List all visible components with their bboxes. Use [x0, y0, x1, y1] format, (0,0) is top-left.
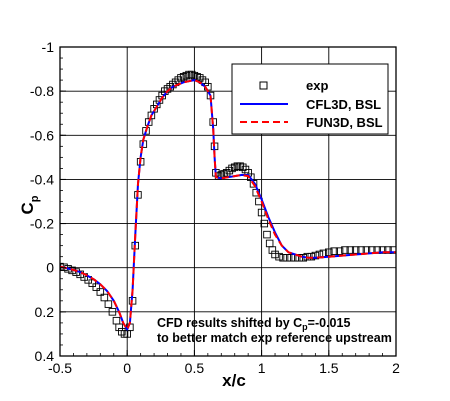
exp-marker: [335, 247, 344, 255]
exp-marker: [104, 300, 113, 308]
ticks: [59, 46, 397, 357]
exp-marker: [311, 251, 320, 260]
x-tick-label: 0: [123, 360, 131, 376]
exp-marker: [100, 293, 109, 302]
exp-marker: [384, 246, 392, 254]
exp-marker: [230, 163, 239, 172]
annotation-line-2: to better match exp reference upstream: [157, 331, 392, 345]
legend-label-cfl3d: CFL3D, BSL: [306, 97, 381, 112]
exp-marker: [389, 246, 396, 254]
exp-marker: [228, 164, 236, 173]
annotation-shift-value: =-0.015: [308, 316, 351, 330]
exp-marker: [346, 246, 355, 254]
exp-marker: [351, 246, 360, 254]
svg-text:Cp: Cp: [18, 195, 41, 214]
x-tick-label: 1.5: [319, 360, 339, 376]
y-tick-label: -0.6: [30, 127, 54, 143]
annotation-line-1: CFD results shifted by Cp=-0.015: [157, 316, 350, 332]
tick-labels: -0.5 0 0.5 1 1.5 2 -1 -0.8 -0.6 -0.4 -0.2 0 0.2 0.4: [30, 39, 400, 376]
exp-marker: [330, 247, 338, 255]
exp-marker: [187, 70, 196, 79]
x-tick-label: 2: [392, 360, 400, 376]
y-tick-label: -0.2: [30, 216, 54, 232]
exp-marker: [378, 246, 387, 254]
y-tick-label: -0.8: [30, 83, 54, 99]
exp-marker: [118, 327, 126, 336]
exp-marker: [88, 279, 97, 287]
series-group: [60, 70, 396, 338]
exp-marker: [260, 219, 269, 228]
exp-marker: [222, 169, 231, 177]
x-tick-label: 0.5: [185, 360, 205, 376]
y-tick-label: 0.4: [35, 348, 55, 364]
exp-marker: [196, 74, 204, 82]
exp-marker: [96, 288, 105, 296]
exp-marker: [325, 248, 333, 257]
y-axis-title: Cp: [18, 195, 41, 214]
exp-marker: [307, 252, 316, 261]
legend-label-exp: exp: [306, 78, 328, 93]
fun3d-line: [60, 79, 396, 331]
legend: exp CFL3D, BSL FUN3D, BSL: [231, 63, 389, 135]
exp-marker: [239, 163, 247, 172]
exp-marker: [182, 71, 191, 80]
y-tick-label: -0.4: [30, 171, 54, 187]
exp-marker: [283, 254, 291, 262]
x-tick-label: -0.5: [48, 360, 72, 376]
exp-marker: [177, 74, 185, 82]
exp-marker: [287, 254, 295, 262]
exp-marker: [108, 308, 117, 316]
annotation-cp-subscript: p: [302, 322, 308, 332]
exp-marker: [179, 73, 188, 81]
y-axis-title-subscript: p: [29, 195, 41, 202]
exp-marker: [263, 230, 271, 239]
x-tick-label: 1: [258, 360, 266, 376]
exp-marker: [275, 252, 283, 261]
y-tick-label: 0.2: [35, 304, 55, 320]
exp-marker: [341, 246, 349, 254]
x-axis-title: x/c: [222, 371, 246, 390]
exp-marker: [279, 254, 287, 262]
y-axis-title-main: C: [18, 202, 37, 214]
series-layer: [60, 70, 396, 338]
exp-marker: [268, 246, 277, 254]
legend-label-fun3d: FUN3D, BSL: [306, 115, 383, 130]
y-tick-label: 0: [46, 260, 54, 276]
y-tick-label: -1: [42, 39, 55, 55]
legend-marker-exp: [259, 81, 268, 90]
exp-marker: [92, 283, 101, 291]
exp-marker: [271, 250, 279, 259]
exp-marker: [190, 71, 199, 80]
annotation-line-1-text: CFD results shifted by C: [157, 316, 302, 330]
exp-marker: [115, 323, 123, 332]
annotation: CFD results shifted by Cp=-0.015 to bett…: [157, 316, 392, 345]
